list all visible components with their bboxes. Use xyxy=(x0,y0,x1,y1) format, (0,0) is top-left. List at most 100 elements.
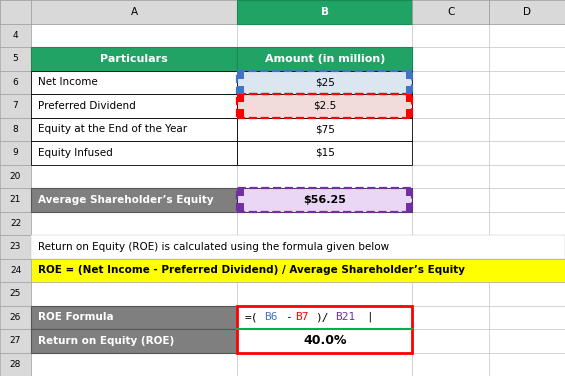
Text: 8: 8 xyxy=(12,125,19,134)
Bar xyxy=(0,305,31,329)
Bar xyxy=(0,282,31,305)
Text: ROE = (Net Income - Preferred Dividend) / Average Shareholder’s Equity: ROE = (Net Income - Preferred Dividend) … xyxy=(38,265,465,275)
Bar xyxy=(31,235,237,259)
Text: Equity Infused: Equity Infused xyxy=(38,148,112,158)
Bar xyxy=(412,329,489,353)
Text: 23: 23 xyxy=(10,242,21,251)
Bar xyxy=(237,305,412,329)
Text: Return on Equity (ROE) is calculated using the formula given below: Return on Equity (ROE) is calculated usi… xyxy=(38,242,389,252)
Bar xyxy=(237,47,412,71)
Bar xyxy=(237,141,412,165)
Bar xyxy=(0,94,31,117)
Bar xyxy=(0,235,31,259)
Bar xyxy=(237,188,412,211)
Bar xyxy=(237,94,244,102)
Bar xyxy=(489,235,565,259)
Text: 27: 27 xyxy=(10,336,21,345)
Bar xyxy=(31,211,237,235)
Bar xyxy=(0,117,31,141)
Text: 20: 20 xyxy=(10,172,21,181)
Bar xyxy=(237,329,412,353)
Text: =(: =( xyxy=(244,312,258,322)
Bar xyxy=(31,165,237,188)
Bar xyxy=(0,353,31,376)
Bar xyxy=(489,0,565,23)
Bar xyxy=(237,86,244,94)
Bar xyxy=(489,23,565,47)
Bar xyxy=(31,117,237,141)
Bar xyxy=(237,188,244,196)
Bar xyxy=(31,117,237,141)
Bar xyxy=(237,94,412,117)
Bar xyxy=(412,165,489,188)
Bar xyxy=(0,165,31,188)
Bar xyxy=(237,305,412,329)
Text: |: | xyxy=(366,312,373,323)
Bar xyxy=(31,282,237,305)
Bar xyxy=(237,94,412,117)
Text: Amount (in million): Amount (in million) xyxy=(264,54,385,64)
Text: 7: 7 xyxy=(12,101,19,110)
Text: $75: $75 xyxy=(315,124,335,134)
Bar xyxy=(412,353,489,376)
Bar xyxy=(406,109,412,117)
Text: 9: 9 xyxy=(12,148,19,157)
Bar xyxy=(0,282,31,305)
Bar xyxy=(489,165,565,188)
Text: 22: 22 xyxy=(10,219,21,228)
Bar xyxy=(489,259,565,282)
Bar xyxy=(412,0,489,23)
Bar xyxy=(31,353,237,376)
Text: B6: B6 xyxy=(264,312,278,322)
Bar xyxy=(0,141,31,165)
Text: Particulars: Particulars xyxy=(101,54,168,64)
Text: 4: 4 xyxy=(13,31,18,40)
Bar xyxy=(412,23,489,47)
Bar xyxy=(0,259,31,282)
Bar xyxy=(412,259,489,282)
Bar xyxy=(31,188,237,211)
Text: $56.25: $56.25 xyxy=(303,195,346,205)
Text: B21: B21 xyxy=(336,312,356,322)
Bar xyxy=(237,329,412,353)
Bar xyxy=(412,211,489,235)
Bar xyxy=(0,0,31,23)
Bar xyxy=(31,71,237,94)
Text: 24: 24 xyxy=(10,266,21,275)
Bar xyxy=(237,71,244,79)
Bar xyxy=(0,188,31,211)
Bar xyxy=(0,211,31,235)
Text: Preferred Dividend: Preferred Dividend xyxy=(38,101,136,111)
Bar xyxy=(237,109,244,117)
Bar xyxy=(237,117,412,141)
Bar xyxy=(406,94,412,102)
Bar xyxy=(0,305,31,329)
Bar xyxy=(0,329,31,353)
Bar xyxy=(237,165,412,188)
Bar xyxy=(237,47,412,71)
Bar xyxy=(412,0,489,23)
Bar xyxy=(0,71,31,94)
Bar xyxy=(0,188,31,211)
Bar xyxy=(0,259,31,282)
Text: B: B xyxy=(321,7,329,17)
Bar xyxy=(412,305,489,329)
Text: 21: 21 xyxy=(10,195,21,204)
Bar xyxy=(412,71,489,94)
Bar xyxy=(237,71,412,94)
Bar xyxy=(31,94,237,117)
Bar xyxy=(0,235,31,259)
Bar xyxy=(406,203,412,211)
Bar xyxy=(0,0,31,23)
Bar xyxy=(0,71,31,94)
Bar xyxy=(489,0,565,23)
Bar xyxy=(237,188,412,211)
Bar xyxy=(237,71,412,94)
Bar xyxy=(31,23,237,47)
Bar xyxy=(237,305,412,353)
Bar xyxy=(0,0,31,23)
Text: )/: )/ xyxy=(315,312,329,322)
Bar xyxy=(31,235,565,259)
Bar xyxy=(31,259,237,282)
Bar xyxy=(31,47,237,71)
